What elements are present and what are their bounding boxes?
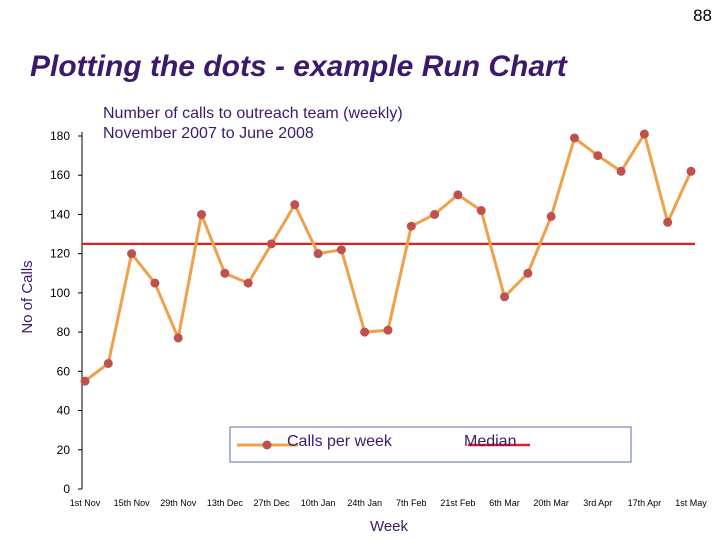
- y-tick-label: 100: [50, 286, 70, 300]
- data-point: [150, 278, 160, 288]
- y-tick-label: 40: [57, 404, 71, 418]
- legend-median-label: Median: [464, 433, 516, 450]
- x-tick-label: 15th Nov: [114, 498, 151, 508]
- series-calls-per-week: [80, 129, 696, 386]
- x-tick-label: 1st May: [675, 498, 707, 508]
- data-point: [173, 333, 183, 343]
- legend-series-label: Calls per week: [287, 433, 393, 450]
- x-ticks: 1st Nov 15th Nov 29th Nov 13th Dec 27th Dec 1…: [70, 498, 708, 508]
- legend-box: [229, 426, 632, 463]
- data-point: [313, 249, 323, 259]
- data-point: [523, 268, 533, 278]
- data-point: [430, 209, 440, 219]
- data-point: [406, 221, 416, 231]
- y-tick-label: 80: [57, 325, 71, 339]
- data-point: [290, 200, 300, 210]
- x-tick-label: 21st Feb: [440, 498, 475, 508]
- x-tick-label: 7th Feb: [396, 498, 427, 508]
- x-tick-label: 20th Mar: [533, 498, 569, 508]
- data-point: [569, 133, 579, 143]
- x-tick-label: 3rd Apr: [583, 498, 612, 508]
- data-point: [639, 129, 649, 139]
- data-point: [593, 151, 603, 161]
- y-tick-label: 0: [63, 482, 70, 496]
- x-tick-label: 24th Jan: [347, 498, 382, 508]
- data-point: [336, 245, 346, 255]
- x-tick-label: 13th Dec: [207, 498, 244, 508]
- x-tick-label: 29th Nov: [160, 498, 197, 508]
- legend: Calls per week Median: [229, 426, 632, 463]
- y-ticks: 0 20 40 60 80 100 120 140 160 180: [50, 129, 82, 496]
- x-tick-label: 27th Dec: [253, 498, 290, 508]
- data-point: [476, 206, 486, 216]
- x-tick-label: 10th Jan: [301, 498, 336, 508]
- slide-title: Plotting the dots - example Run Chart: [30, 50, 567, 83]
- data-point: [663, 217, 673, 227]
- y-tick-label: 120: [50, 247, 70, 261]
- y-tick-label: 60: [57, 364, 71, 378]
- data-point: [546, 211, 556, 221]
- data-point: [686, 166, 696, 176]
- data-point: [127, 249, 137, 259]
- data-point: [197, 209, 207, 219]
- series-line: [84, 132, 693, 383]
- data-point: [80, 376, 90, 386]
- data-point: [243, 278, 253, 288]
- data-point: [383, 325, 393, 335]
- y-tick-label: 140: [50, 207, 70, 221]
- data-point: [103, 358, 113, 368]
- x-tick-label: 17th Apr: [628, 498, 662, 508]
- page-number: 88: [693, 6, 712, 25]
- x-axis-label: Week: [370, 518, 409, 535]
- x-tick-label: 6th Mar: [489, 498, 520, 508]
- data-point: [266, 239, 276, 249]
- data-point: [220, 268, 230, 278]
- y-tick-label: 160: [50, 168, 70, 182]
- y-axis-label: No of Calls: [19, 260, 36, 333]
- data-point: [360, 327, 370, 337]
- data-point: [453, 190, 463, 200]
- x-tick-label: 1st Nov: [70, 498, 101, 508]
- y-tick-label: 20: [57, 443, 71, 457]
- legend-series-marker: [262, 440, 272, 450]
- chart-title-line-2: November 2007 to June 2008: [103, 125, 314, 142]
- data-point: [500, 292, 510, 302]
- data-point: [616, 166, 626, 176]
- chart-title-line-1: Number of calls to outreach team (weekly…: [103, 105, 403, 122]
- y-tick-label: 180: [50, 129, 70, 143]
